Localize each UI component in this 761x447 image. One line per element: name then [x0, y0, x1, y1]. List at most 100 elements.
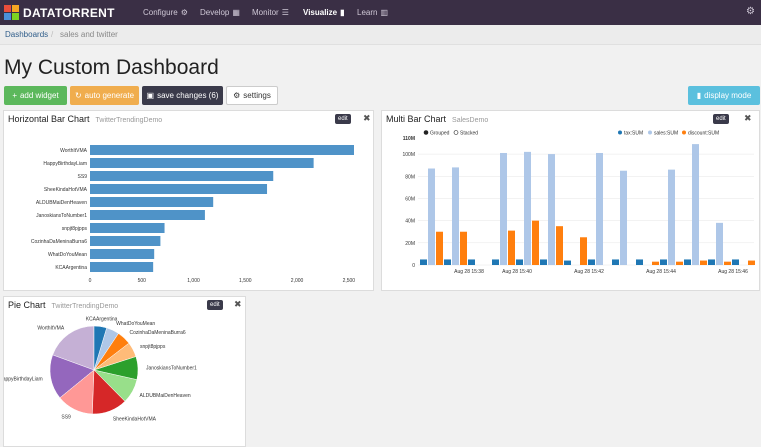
pie-slice — [52, 325, 95, 371]
display-mode-button[interactable]: ▮ display mode — [688, 86, 760, 105]
auto-generate-button[interactable]: ↻ auto generate — [70, 86, 139, 105]
multibar-y-tick: 60M — [405, 196, 415, 202]
hbar-tick-label: 1,500 — [239, 278, 252, 284]
multibar-bar — [652, 261, 659, 265]
edit-button[interactable]: edit — [713, 114, 729, 124]
grid-icon: ▦ — [232, 8, 240, 17]
multibar-bar — [508, 230, 515, 265]
nav-monitor[interactable]: Monitor ☰ — [252, 8, 289, 17]
multibar-bar — [548, 154, 555, 265]
widget-source: TwitterTrendingDemo — [95, 117, 163, 124]
pie-slice-label: HappyBirthdayLiam — [4, 377, 43, 383]
widget-title: Horizontal Bar Chart TwitterTrendingDemo — [8, 114, 163, 124]
breadcrumb-dashboards[interactable]: Dashboards — [5, 30, 49, 39]
multibar-bar — [724, 261, 731, 265]
gear-icon: ⚙ — [180, 8, 188, 17]
pie-slice-label: snpjt8pjpps — [140, 344, 166, 350]
widget-title: Pie Chart TwitterTrendingDemo — [8, 300, 119, 310]
hbar-bar — [90, 158, 314, 168]
widget-multi-bar-chart: Multi Bar Chart SalesDemo edit ✖ Grouped S… — [381, 110, 760, 291]
nav-visualize[interactable]: Visualize ▮ — [303, 8, 345, 17]
multibar-bar — [516, 259, 523, 265]
multibar-legend-label: discount:SUM — [688, 131, 719, 137]
pie-slice-label: WhatDoYouMean — [116, 321, 155, 327]
plus-icon: + — [12, 91, 17, 100]
pie-slice-label: WorthItVMA — [37, 325, 65, 331]
multibar-legend-label: sales:SUM — [654, 131, 678, 137]
hbar-category-label: SheeKindaHotVMA — [44, 187, 88, 193]
multibar-y-max-label: 110M — [403, 136, 415, 142]
multibar-bar — [540, 259, 547, 265]
hbar-tick-label: 1,000 — [187, 278, 200, 284]
multibar-x-tick: Aug 28 15:44 — [646, 269, 676, 275]
multibar-y-tick: 40M — [405, 219, 415, 225]
toggle-dot — [453, 130, 459, 135]
close-icon[interactable]: ✖ — [234, 299, 242, 309]
multibar-bar — [444, 259, 451, 265]
multibar-bar — [492, 259, 499, 265]
multibar-bar — [500, 152, 507, 265]
hbar-category-label: KCAArgentina — [55, 265, 87, 271]
multibar-bar — [588, 259, 595, 265]
hbar-category-label: JanoskiansToNumber1 — [36, 213, 87, 219]
add-widget-button[interactable]: + add widget — [4, 86, 67, 105]
settings-button[interactable]: ⚙ settings — [226, 86, 278, 105]
multibar-bar — [436, 231, 443, 265]
multibar-x-tick: Aug 28 15:38 — [454, 269, 484, 275]
multibar-bar — [692, 144, 699, 265]
gear-icon: ⚙ — [233, 91, 241, 100]
book-icon: ▥ — [380, 8, 389, 17]
pie-slice-label: SS9 — [61, 415, 71, 421]
pie-slice — [49, 354, 95, 399]
multibar-x-tick: Aug 28 15:42 — [574, 269, 604, 275]
pie-slice-label: JanoskiansToNumber1 — [146, 366, 197, 372]
datatorrent-logo-icon[interactable] — [4, 5, 19, 20]
close-icon[interactable]: ✖ — [744, 113, 752, 123]
hbar-bar — [90, 249, 155, 259]
multi-bar-chart: Grouped Stacked tax:SUM sales:SUM discount:S… — [402, 130, 755, 275]
nav-develop[interactable]: Develop ▦ — [200, 8, 240, 17]
pie-slice-label: CozinhaDaMeninaBurra6 — [130, 330, 186, 336]
hbar-bar — [90, 223, 165, 233]
multibar-bar — [564, 260, 571, 265]
nav-learn[interactable]: Learn ▥ — [357, 8, 389, 17]
pie-slice-label: SheeKindaHotVMA — [113, 416, 157, 422]
multibar-bar — [596, 152, 603, 265]
toggle-dot — [423, 130, 429, 135]
multibar-bar — [612, 259, 619, 265]
multibar-bar — [636, 259, 643, 265]
multibar-control-label: Stacked — [460, 131, 478, 137]
brand-name[interactable]: DATATORRENT — [23, 6, 115, 20]
close-icon[interactable]: ✖ — [363, 113, 371, 123]
multibar-bar — [684, 259, 691, 265]
multibar-bar — [676, 261, 683, 265]
hbar-bar — [90, 197, 214, 207]
multibar-y-tick: 20M — [405, 241, 415, 247]
multibar-x-tick: Aug 28 15:40 — [502, 269, 532, 275]
widget-source: SalesDemo — [452, 117, 489, 124]
save-icon: ▣ — [146, 91, 155, 100]
multibar-bar — [556, 226, 563, 265]
horizontal-bar-chart: WorthItVMA HappyBirthdayLiam SS9 SheeKindaH… — [31, 145, 355, 284]
nav-configure[interactable]: Configure ⚙ — [143, 8, 188, 17]
hbar-bar — [90, 184, 268, 194]
bar-chart-icon: ▮ — [696, 91, 702, 100]
top-navbar: DATATORRENT Configure ⚙ Develop ▦ Monitor ☰… — [0, 0, 761, 25]
pie-chart: WorthItVMA HappyBirthdayLiam SS9 SheeKindaH… — [4, 317, 197, 423]
multibar-x-tick: Aug 28 15:46 — [718, 269, 748, 275]
multibar-bar — [580, 237, 587, 265]
multibar-bar — [420, 259, 427, 265]
settings-gear-icon[interactable]: ⚙ — [746, 6, 755, 17]
edit-button[interactable]: edit — [207, 300, 223, 310]
hbar-category-label: snpjt8pjpps — [62, 226, 88, 232]
legend-dot — [682, 130, 686, 135]
legend-dot — [618, 130, 622, 135]
edit-button[interactable]: edit — [335, 114, 351, 124]
hbar-tick-label: 2,000 — [291, 278, 304, 284]
multibar-bar — [660, 259, 667, 265]
multibar-bar — [460, 231, 467, 265]
widget-source: TwitterTrendingDemo — [51, 303, 119, 310]
save-changes-button[interactable]: ▣ save changes (6) — [142, 86, 223, 105]
multibar-legend-label: tax:SUM — [624, 131, 643, 137]
breadcrumb-current: sales and twitter — [60, 30, 118, 39]
